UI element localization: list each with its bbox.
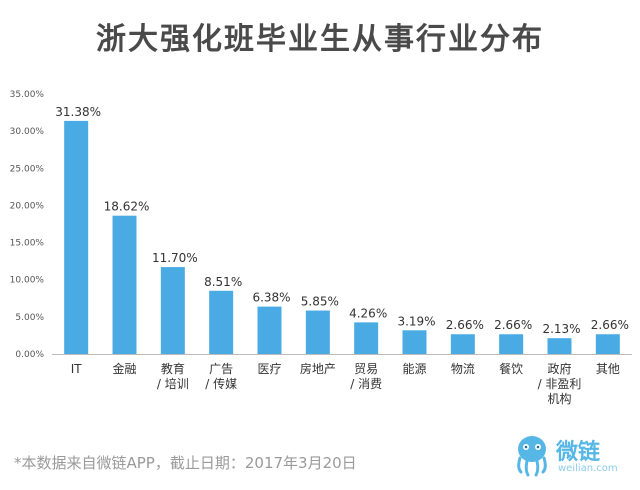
bar (450, 334, 475, 354)
x-tick-label: 物流 (451, 362, 475, 376)
source-note: *本数据来自微链APP，截止日期：2017年3月20日 (14, 454, 357, 472)
data-label: 5.85% (301, 295, 339, 309)
bar (402, 330, 427, 354)
bar (257, 306, 282, 354)
x-tick-label: 房地产 (300, 361, 336, 376)
x-tick-label: / 消费 (350, 377, 382, 391)
x-tick-label: / 非盈利 (538, 377, 582, 391)
x-tick-label: 医疗 (257, 362, 281, 376)
bar (64, 120, 89, 355)
y-tick-label: 10.00% (10, 276, 45, 286)
bar (209, 290, 234, 354)
data-label: 31.38% (55, 105, 101, 119)
data-label: 2.13% (542, 322, 580, 336)
x-tick-label: 其他 (596, 362, 620, 376)
x-tick-label: / 传媒 (205, 376, 237, 391)
data-label: 6.38% (252, 291, 290, 305)
y-tick-label: 15.00% (10, 239, 45, 249)
logo-url: weilian.com (558, 463, 618, 474)
data-label: 3.19% (397, 314, 435, 328)
y-tick-label: 25.00% (10, 164, 45, 174)
x-tick-label: 政府 (547, 361, 571, 376)
data-label: 8.51% (204, 275, 242, 289)
x-tick-label: 机构 (547, 391, 571, 406)
bar (354, 322, 379, 354)
x-tick-label: 能源 (402, 362, 426, 376)
y-tick-label: 30.00% (10, 127, 45, 137)
x-tick-label: 广告 (209, 362, 233, 376)
bar (499, 334, 524, 354)
y-tick-label: 35.00% (10, 90, 45, 100)
data-label: 4.26% (349, 306, 387, 320)
x-tick-label: IT (71, 362, 83, 376)
y-tick-label: 0.00% (15, 350, 44, 360)
data-label: 18.62% (104, 200, 150, 214)
x-tick-label: 餐饮 (499, 361, 523, 376)
data-label: 2.66% (591, 318, 629, 332)
x-tick-label: 金融 (112, 361, 136, 376)
bar-chart: 0.00% 5.00% 10.00% 15.00% 20.00% 25.00% 30.00%… (10, 90, 632, 406)
bar (547, 338, 572, 354)
bar (160, 267, 185, 354)
x-tick-label: 教育 (161, 361, 185, 376)
weilian-logo: 微链 weilian.com (512, 432, 630, 482)
y-tick-label: 5.00% (15, 313, 44, 323)
data-label: 2.66% (446, 318, 484, 332)
x-tick-label: 贸易 (354, 362, 378, 376)
bar (112, 215, 137, 354)
data-label: 11.70% (152, 251, 198, 265)
bar (305, 310, 330, 354)
chart-title: 浙大强化班毕业生从事行业分布 (96, 22, 544, 57)
bar (595, 334, 620, 354)
octopus-logo-icon (517, 436, 547, 477)
x-tick-label: / 培训 (157, 376, 189, 391)
logo-name: 微链 (556, 440, 601, 465)
y-tick-label: 20.00% (10, 201, 45, 211)
data-label: 2.66% (494, 318, 532, 332)
